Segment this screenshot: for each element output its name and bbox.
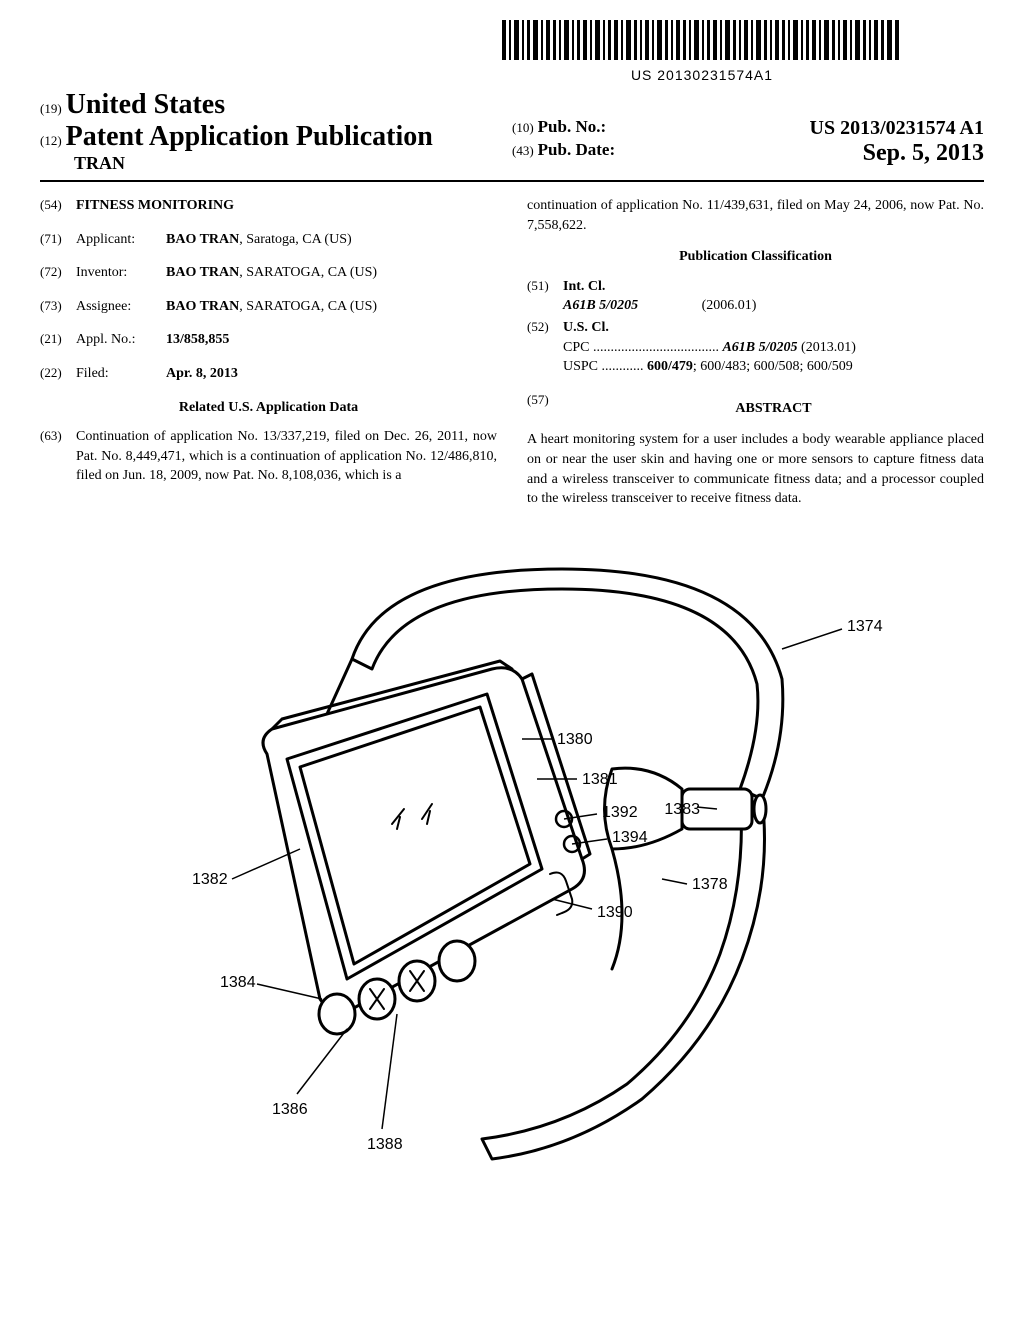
label-1381: 1381 [582, 771, 618, 788]
prefix-10: (10) [512, 120, 534, 135]
label-1390: 1390 [597, 904, 633, 921]
abstract-text: A heart monitoring system for a user inc… [527, 430, 984, 508]
uspc-rest: ; 600/483; 600/508; 600/509 [693, 359, 853, 374]
header-divider [40, 180, 984, 182]
header: (19) United States (12) Patent Applicati… [40, 89, 984, 174]
continuation-text-right: continuation of application No. 11/439,6… [527, 196, 984, 235]
invention-title: FITNESS MONITORING [76, 196, 234, 216]
classification-heading: Publication Classification [527, 247, 984, 267]
field-71-num: (71) [40, 230, 76, 250]
assignee-suffix: , SARATOGA, CA (US) [239, 299, 377, 314]
inventor-suffix: , SARATOGA, CA (US) [239, 265, 377, 280]
filed-label: Filed: [76, 364, 166, 384]
label-1383: 1383 [664, 801, 700, 818]
field-52-num: (52) [527, 318, 563, 377]
continuation-text-left: Continuation of application No. 13/337,2… [76, 427, 497, 486]
field-73-num: (73) [40, 297, 76, 317]
barcode-area: US 20130231574A1 [420, 20, 984, 83]
applicant-suffix: , Saratoga, CA (US) [239, 232, 351, 247]
inventor-header-line: TRAN [74, 153, 512, 174]
cpc-year: (2013.01) [798, 340, 856, 355]
field-63-num: (63) [40, 427, 76, 486]
pub-no-label: Pub. No.: [538, 117, 606, 136]
field-72-num: (72) [40, 263, 76, 283]
label-1384: 1384 [220, 974, 256, 991]
abstract-heading: ABSTRACT [563, 399, 984, 419]
applicant-name: BAO TRAN [166, 232, 239, 247]
prefix-12: (12) [40, 133, 62, 148]
pub-date-value: Sep. 5, 2013 [863, 140, 984, 167]
assignee-label: Assignee: [76, 297, 166, 317]
field-54-num: (54) [40, 196, 76, 216]
label-1388: 1388 [367, 1136, 403, 1153]
label-1386: 1386 [272, 1101, 308, 1118]
field-57-num: (57) [527, 391, 563, 427]
label-1392: 1392 [602, 804, 638, 821]
pub-date-label: Pub. Date: [538, 140, 615, 159]
field-51-num: (51) [527, 277, 563, 316]
body-columns: (54) FITNESS MONITORING (71) Applicant: … [40, 196, 984, 509]
int-cl-code: A61B 5/0205 [563, 298, 638, 313]
right-column: continuation of application No. 11/439,6… [527, 196, 984, 509]
publication-title: Patent Application Publication [66, 121, 433, 152]
uspc-value: 600/479 [647, 359, 693, 374]
prefix-43: (43) [512, 143, 534, 158]
label-1382: 1382 [192, 871, 228, 888]
label-1378: 1378 [692, 876, 728, 893]
us-cl-label: U.S. Cl. [563, 318, 984, 338]
filed-value: Apr. 8, 2013 [166, 364, 497, 384]
pub-no-value: US 2013/0231574 A1 [810, 117, 984, 140]
label-1394: 1394 [612, 829, 648, 846]
inventor-label: Inventor: [76, 263, 166, 283]
prefix-19: (19) [40, 101, 62, 116]
label-1380: 1380 [557, 731, 593, 748]
cpc-value: A61B 5/0205 [722, 340, 797, 355]
barcode-text: US 20130231574A1 [420, 67, 984, 83]
barcode [502, 20, 902, 60]
related-heading: Related U.S. Application Data [40, 398, 497, 418]
inventor-name: BAO TRAN [166, 265, 239, 280]
uspc-label: USPC [563, 359, 598, 374]
label-1374: 1374 [847, 618, 883, 635]
cpc-dots: .................................... [593, 340, 719, 355]
patent-figure: 1374 1380 1381 1392 1394 1390 1382 1384 … [40, 539, 984, 1224]
cpc-label: CPC [563, 340, 589, 355]
country: United States [66, 89, 225, 120]
appl-no-label: Appl. No.: [76, 330, 166, 350]
field-22-num: (22) [40, 364, 76, 384]
appl-no-value: 13/858,855 [166, 330, 497, 350]
int-cl-year: (2006.01) [702, 298, 757, 313]
int-cl-label: Int. Cl. [563, 277, 984, 297]
assignee-name: BAO TRAN [166, 299, 239, 314]
left-column: (54) FITNESS MONITORING (71) Applicant: … [40, 196, 497, 509]
uspc-dots: ............ [602, 359, 644, 374]
applicant-label: Applicant: [76, 230, 166, 250]
field-21-num: (21) [40, 330, 76, 350]
